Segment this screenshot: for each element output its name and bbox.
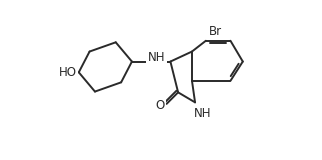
Text: NH: NH	[194, 107, 212, 120]
Text: Br: Br	[209, 25, 222, 38]
Text: O: O	[156, 99, 165, 112]
Text: HO: HO	[59, 66, 77, 79]
Text: NH: NH	[148, 51, 165, 64]
